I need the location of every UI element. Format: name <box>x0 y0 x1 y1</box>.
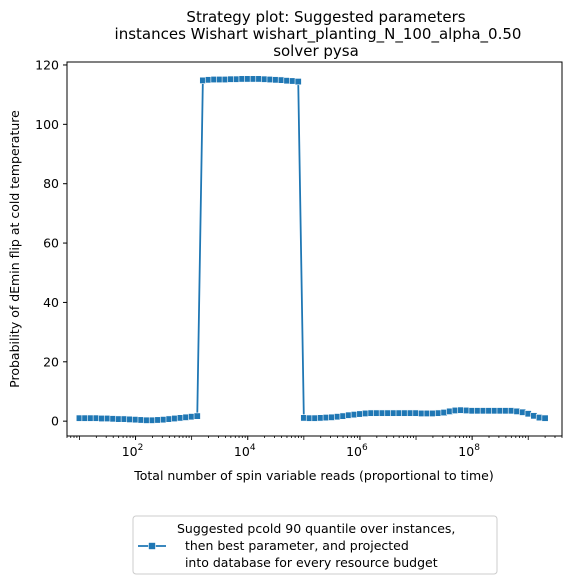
y-tick-label: 120 <box>35 57 59 72</box>
data-point-marker <box>541 414 549 422</box>
legend: Suggested pcold 90 quantile over instanc… <box>132 515 498 575</box>
legend-label-line-1: Suggested pcold 90 quantile over instanc… <box>177 521 455 536</box>
x-tick-label: 104 <box>234 443 256 459</box>
data-point-marker <box>294 78 302 86</box>
x-tick-label: 102 <box>122 443 144 459</box>
legend-label-line-2: then best parameter, and projected <box>177 538 409 553</box>
legend-label-line-3: into database for every resource budget <box>177 555 438 570</box>
y-tick-label: 80 <box>43 176 59 191</box>
legend-box <box>132 515 498 575</box>
x-axis-ticks: 102 104 106 108 <box>66 436 563 459</box>
y-tick-label: 20 <box>43 354 59 369</box>
x-axis-label: Total number of spin variable reads (pro… <box>133 468 494 483</box>
y-tick-label: 0 <box>51 414 59 429</box>
series-group <box>75 75 549 424</box>
series-line <box>79 78 546 422</box>
x-tick-label: 106 <box>346 443 368 459</box>
plot-area-frame <box>66 61 563 437</box>
data-point-marker <box>193 412 201 420</box>
y-tick-label: 60 <box>43 236 59 251</box>
y-axis-label: Probability of dEmin flip at cold temper… <box>7 110 22 388</box>
legend-marker-square <box>148 542 156 550</box>
chart-title-line-3: solver pysa <box>273 42 359 60</box>
y-axis-ticks: 0 20 40 60 80 100 120 <box>35 57 67 429</box>
y-tick-label: 40 <box>43 295 59 310</box>
x-tick-label: 108 <box>458 443 480 459</box>
y-tick-label: 100 <box>35 117 59 132</box>
chart-title: Strategy plot: Suggested parameters inst… <box>115 8 522 60</box>
chart-title-line-2: instances Wishart wishart_planting_N_100… <box>115 25 522 44</box>
chart-title-line-1: Strategy plot: Suggested parameters <box>186 8 465 26</box>
